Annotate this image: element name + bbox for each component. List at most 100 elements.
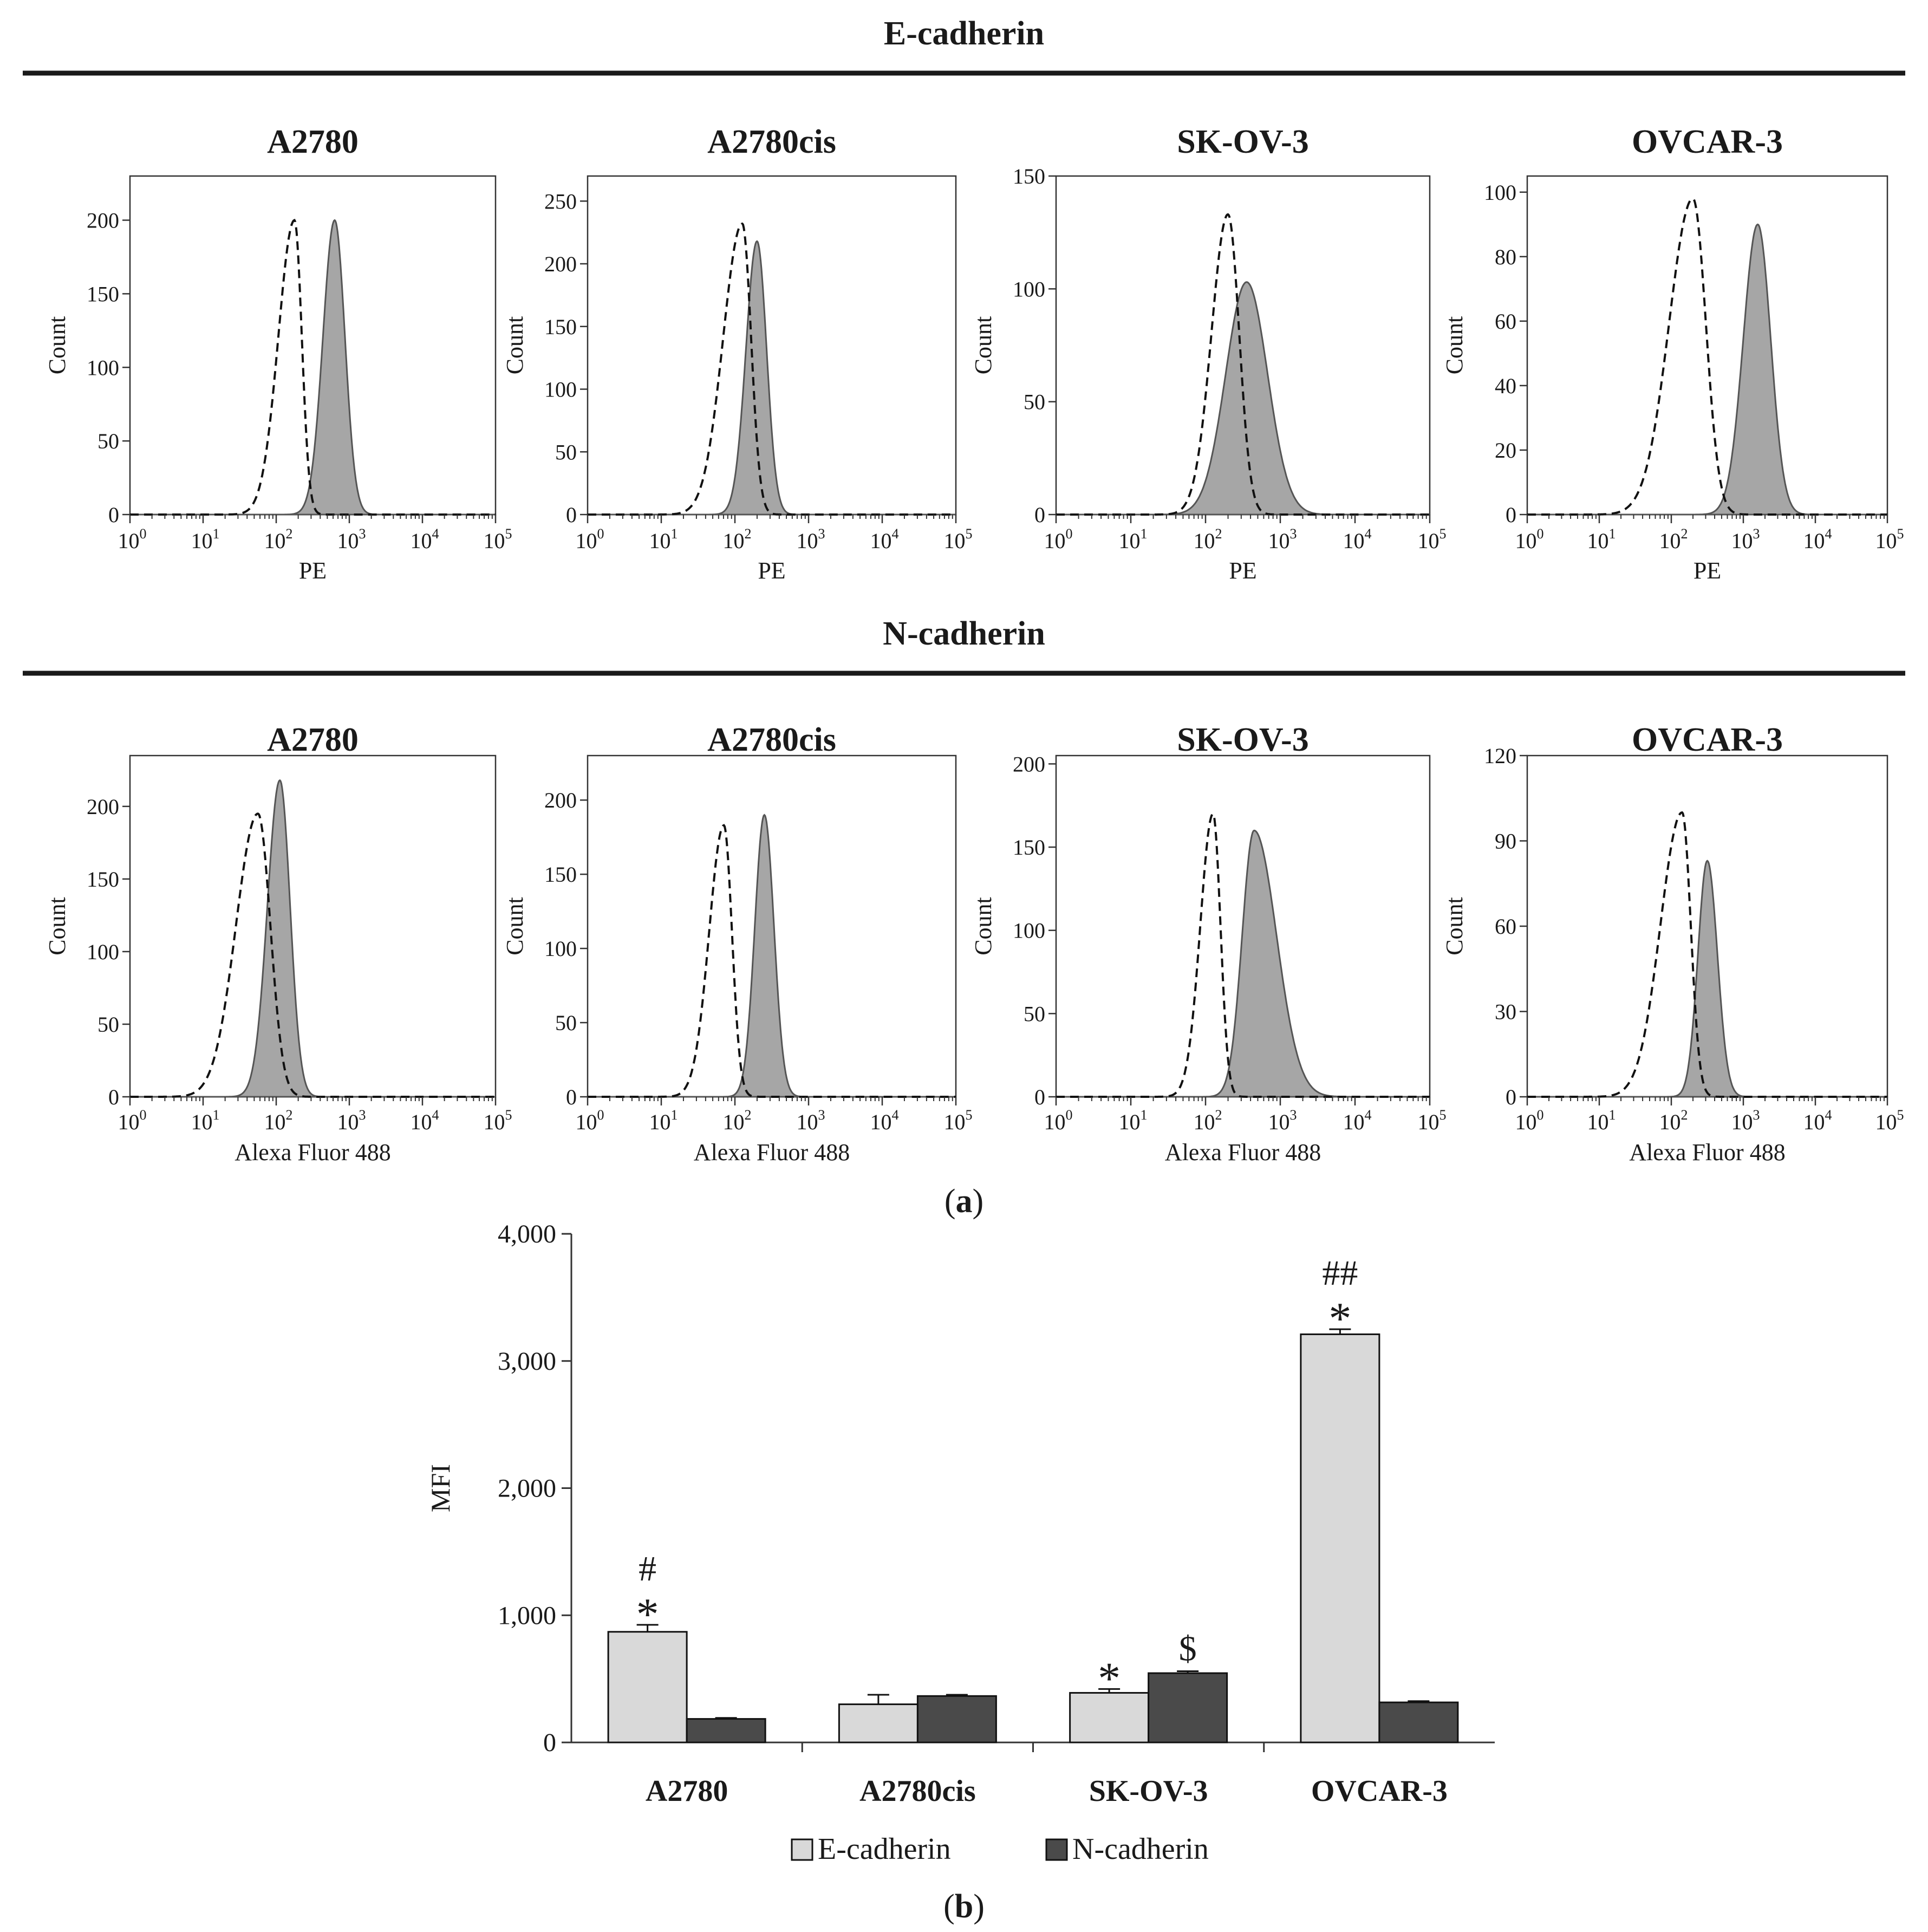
stained-histogram [588, 240, 956, 516]
panel-b-bar-chart: 0 1,000 2,000 3,000 4,000 MFI A2780 A2780cis SK-… [425, 1220, 1495, 1925]
control-histogram [130, 812, 496, 1098]
x-axis-label: PE [1693, 557, 1721, 584]
x-tick-label: 104 [870, 526, 899, 553]
bar-n-cadherin-sk-ov-3 [1148, 1672, 1228, 1744]
x-tick-label: 101 [191, 1107, 220, 1134]
x-tick-base: 10 [1119, 529, 1141, 553]
y-tick-label: 50 [555, 440, 577, 464]
x-tick-exponent: 0 [140, 1107, 147, 1123]
y-tick-label: 200 [544, 788, 577, 812]
x-tick-exponent: 2 [1215, 1107, 1222, 1123]
y-tick-label: 50 [1024, 1001, 1045, 1026]
y-axis-label: MFI [425, 1464, 455, 1512]
y-axis-label: Count [1441, 897, 1468, 955]
x-tick-label: 100 [118, 526, 147, 553]
x-tick-base: 10 [484, 529, 505, 553]
x-tick-label: 100 [1044, 1107, 1073, 1134]
plot-title: A2780 [267, 123, 359, 160]
plot-title: SK-OV-3 [1177, 721, 1308, 758]
x-tick-base: 10 [649, 1110, 671, 1134]
plot-title: SK-OV-3 [1177, 123, 1308, 160]
x-tick-label: 104 [1343, 526, 1372, 553]
x-tick-exponent: 3 [359, 1107, 366, 1123]
x-tick-label: 103 [797, 1107, 825, 1134]
significance-mark: $ [1179, 1629, 1197, 1669]
x-tick-exponent: 4 [1825, 1107, 1832, 1123]
x-tick-label: 100 [1044, 526, 1073, 553]
x-tick-exponent: 5 [1897, 1107, 1904, 1123]
x-axis-label: Alexa Fluor 488 [1165, 1139, 1321, 1166]
x-tick-label: 105 [1418, 1107, 1447, 1134]
x-tick-base: 10 [1587, 1110, 1609, 1134]
y-tick-label: 0 [543, 1728, 556, 1757]
x-tick-exponent: 1 [671, 526, 678, 542]
x-tick-exponent: 1 [1141, 1107, 1148, 1123]
y-tick-label: 40 [1495, 374, 1516, 398]
x-tick-base: 10 [1268, 1110, 1290, 1134]
x-tick-exponent: 4 [892, 526, 899, 542]
x-tick-label: 104 [1343, 1107, 1372, 1134]
x-axis-label: PE [1229, 557, 1256, 584]
x-tick-base: 10 [944, 1110, 966, 1134]
x-tick-exponent: 4 [1365, 1107, 1372, 1123]
row-title: E-cadherin [884, 15, 1044, 52]
x-tick-label: 102 [1194, 526, 1222, 553]
y-tick-label: 200 [87, 795, 119, 819]
y-tick-label: 150 [1013, 164, 1045, 188]
y-tick-label: 100 [87, 355, 119, 380]
x-tick-label: 104 [1803, 1107, 1832, 1134]
x-tick-label: 105 [484, 1107, 512, 1134]
x-axis-label: PE [299, 557, 327, 584]
x-tick-label: 103 [1731, 1107, 1760, 1134]
x-tick-exponent: 3 [1753, 1107, 1760, 1123]
x-tick-base: 10 [118, 1110, 140, 1134]
x-tick-base: 10 [1515, 529, 1537, 553]
x-tick-base: 10 [264, 529, 286, 553]
panel-b-label-part: ( [943, 1888, 955, 1925]
plot-frame [129, 754, 497, 1098]
y-tick-label: 50 [1024, 390, 1045, 414]
y-tick-label: 30 [1495, 1000, 1516, 1024]
x-tick-label: 103 [337, 526, 366, 553]
x-tick-base: 10 [649, 529, 671, 553]
y-tick-label: 100 [87, 940, 119, 964]
bar-e-cadherin-a2780cis [838, 1703, 919, 1744]
x-tick-exponent: 5 [505, 526, 512, 542]
x-axis-label: Alexa Fluor 488 [694, 1139, 850, 1166]
x-tick-exponent: 1 [671, 1107, 678, 1123]
y-tick-label: 200 [87, 209, 119, 233]
x-tick-base: 10 [1587, 529, 1609, 553]
x-tick-base: 10 [797, 1110, 818, 1134]
y-tick-label: 3,000 [498, 1347, 556, 1376]
x-tick-base: 10 [1418, 1110, 1440, 1134]
bar-e-cadherin-ovcar-3 [1300, 1333, 1380, 1744]
x-tick-exponent: 1 [1609, 526, 1616, 542]
stained-histogram [1527, 223, 1887, 516]
x-tick-label: 100 [118, 1107, 147, 1134]
plot-title: A2780cis [707, 123, 836, 160]
y-tick-label: 150 [87, 282, 119, 306]
y-tick-label: 250 [544, 189, 577, 213]
x-tick-label: 102 [723, 526, 752, 553]
control-histogram [1056, 213, 1430, 516]
x-tick-label: 100 [576, 526, 604, 553]
x-tick-label: 105 [484, 526, 512, 553]
x-tick-base: 10 [1343, 1110, 1365, 1134]
x-tick-base: 10 [870, 529, 892, 553]
significance-mark: ## [1322, 1253, 1358, 1293]
bar-n-cadherin-ovcar-3 [1378, 1701, 1459, 1744]
y-axis-label: Count [501, 316, 528, 375]
x-tick-base: 10 [337, 529, 359, 553]
x-tick-exponent: 2 [1215, 526, 1222, 542]
x-tick-exponent: 5 [966, 1107, 973, 1123]
x-tick-base: 10 [1803, 1110, 1825, 1134]
x-tick-base: 10 [1343, 529, 1365, 553]
x-tick-label: 100 [1515, 526, 1544, 553]
x-tick-exponent: 2 [286, 1107, 293, 1123]
x-tick-label: 105 [1418, 526, 1447, 553]
